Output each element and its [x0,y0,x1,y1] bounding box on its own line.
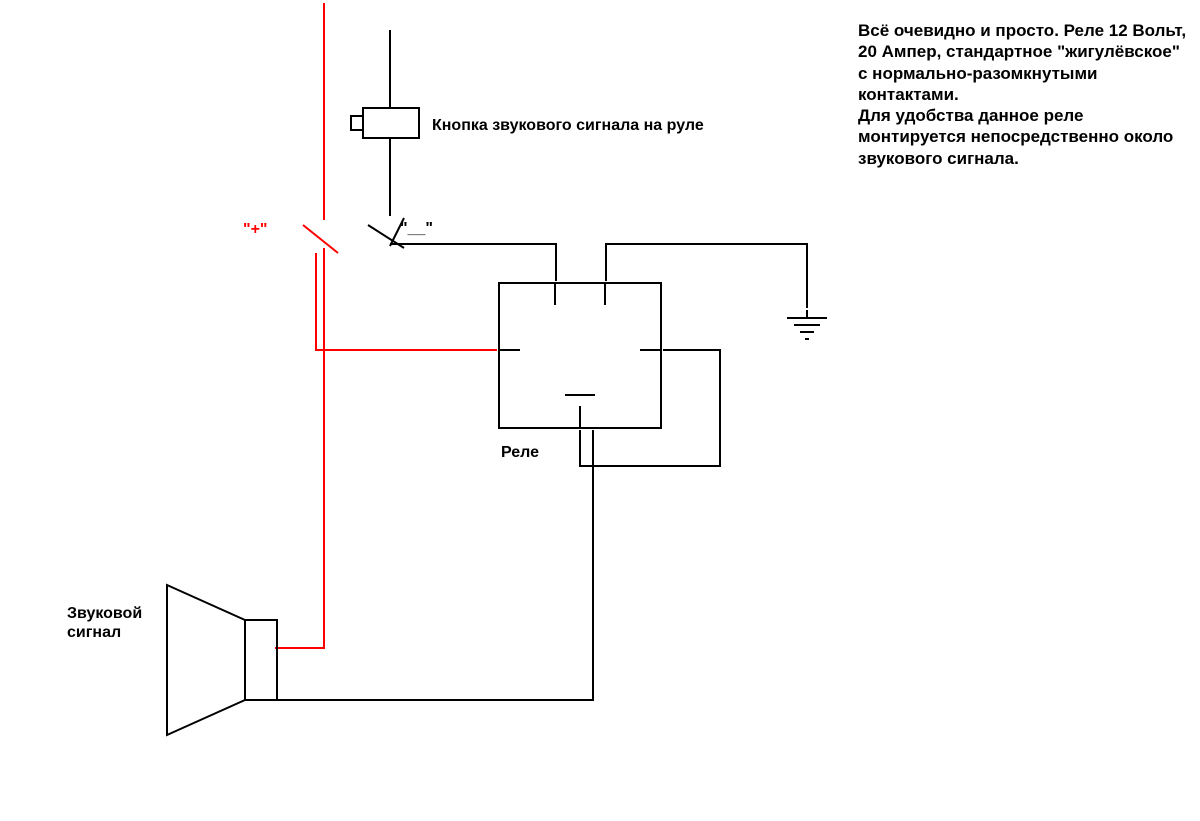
button-label: Кнопка звукового сигнала на руле [432,116,704,135]
description-text: Всё очевидно и просто. Реле 12 Вольт, 20… [858,20,1188,169]
minus-label: "__" [400,219,433,238]
horn-label: Звуковой сигнал [67,604,142,642]
relay-label: Реле [501,443,539,462]
plus-label: "+" [243,220,268,239]
